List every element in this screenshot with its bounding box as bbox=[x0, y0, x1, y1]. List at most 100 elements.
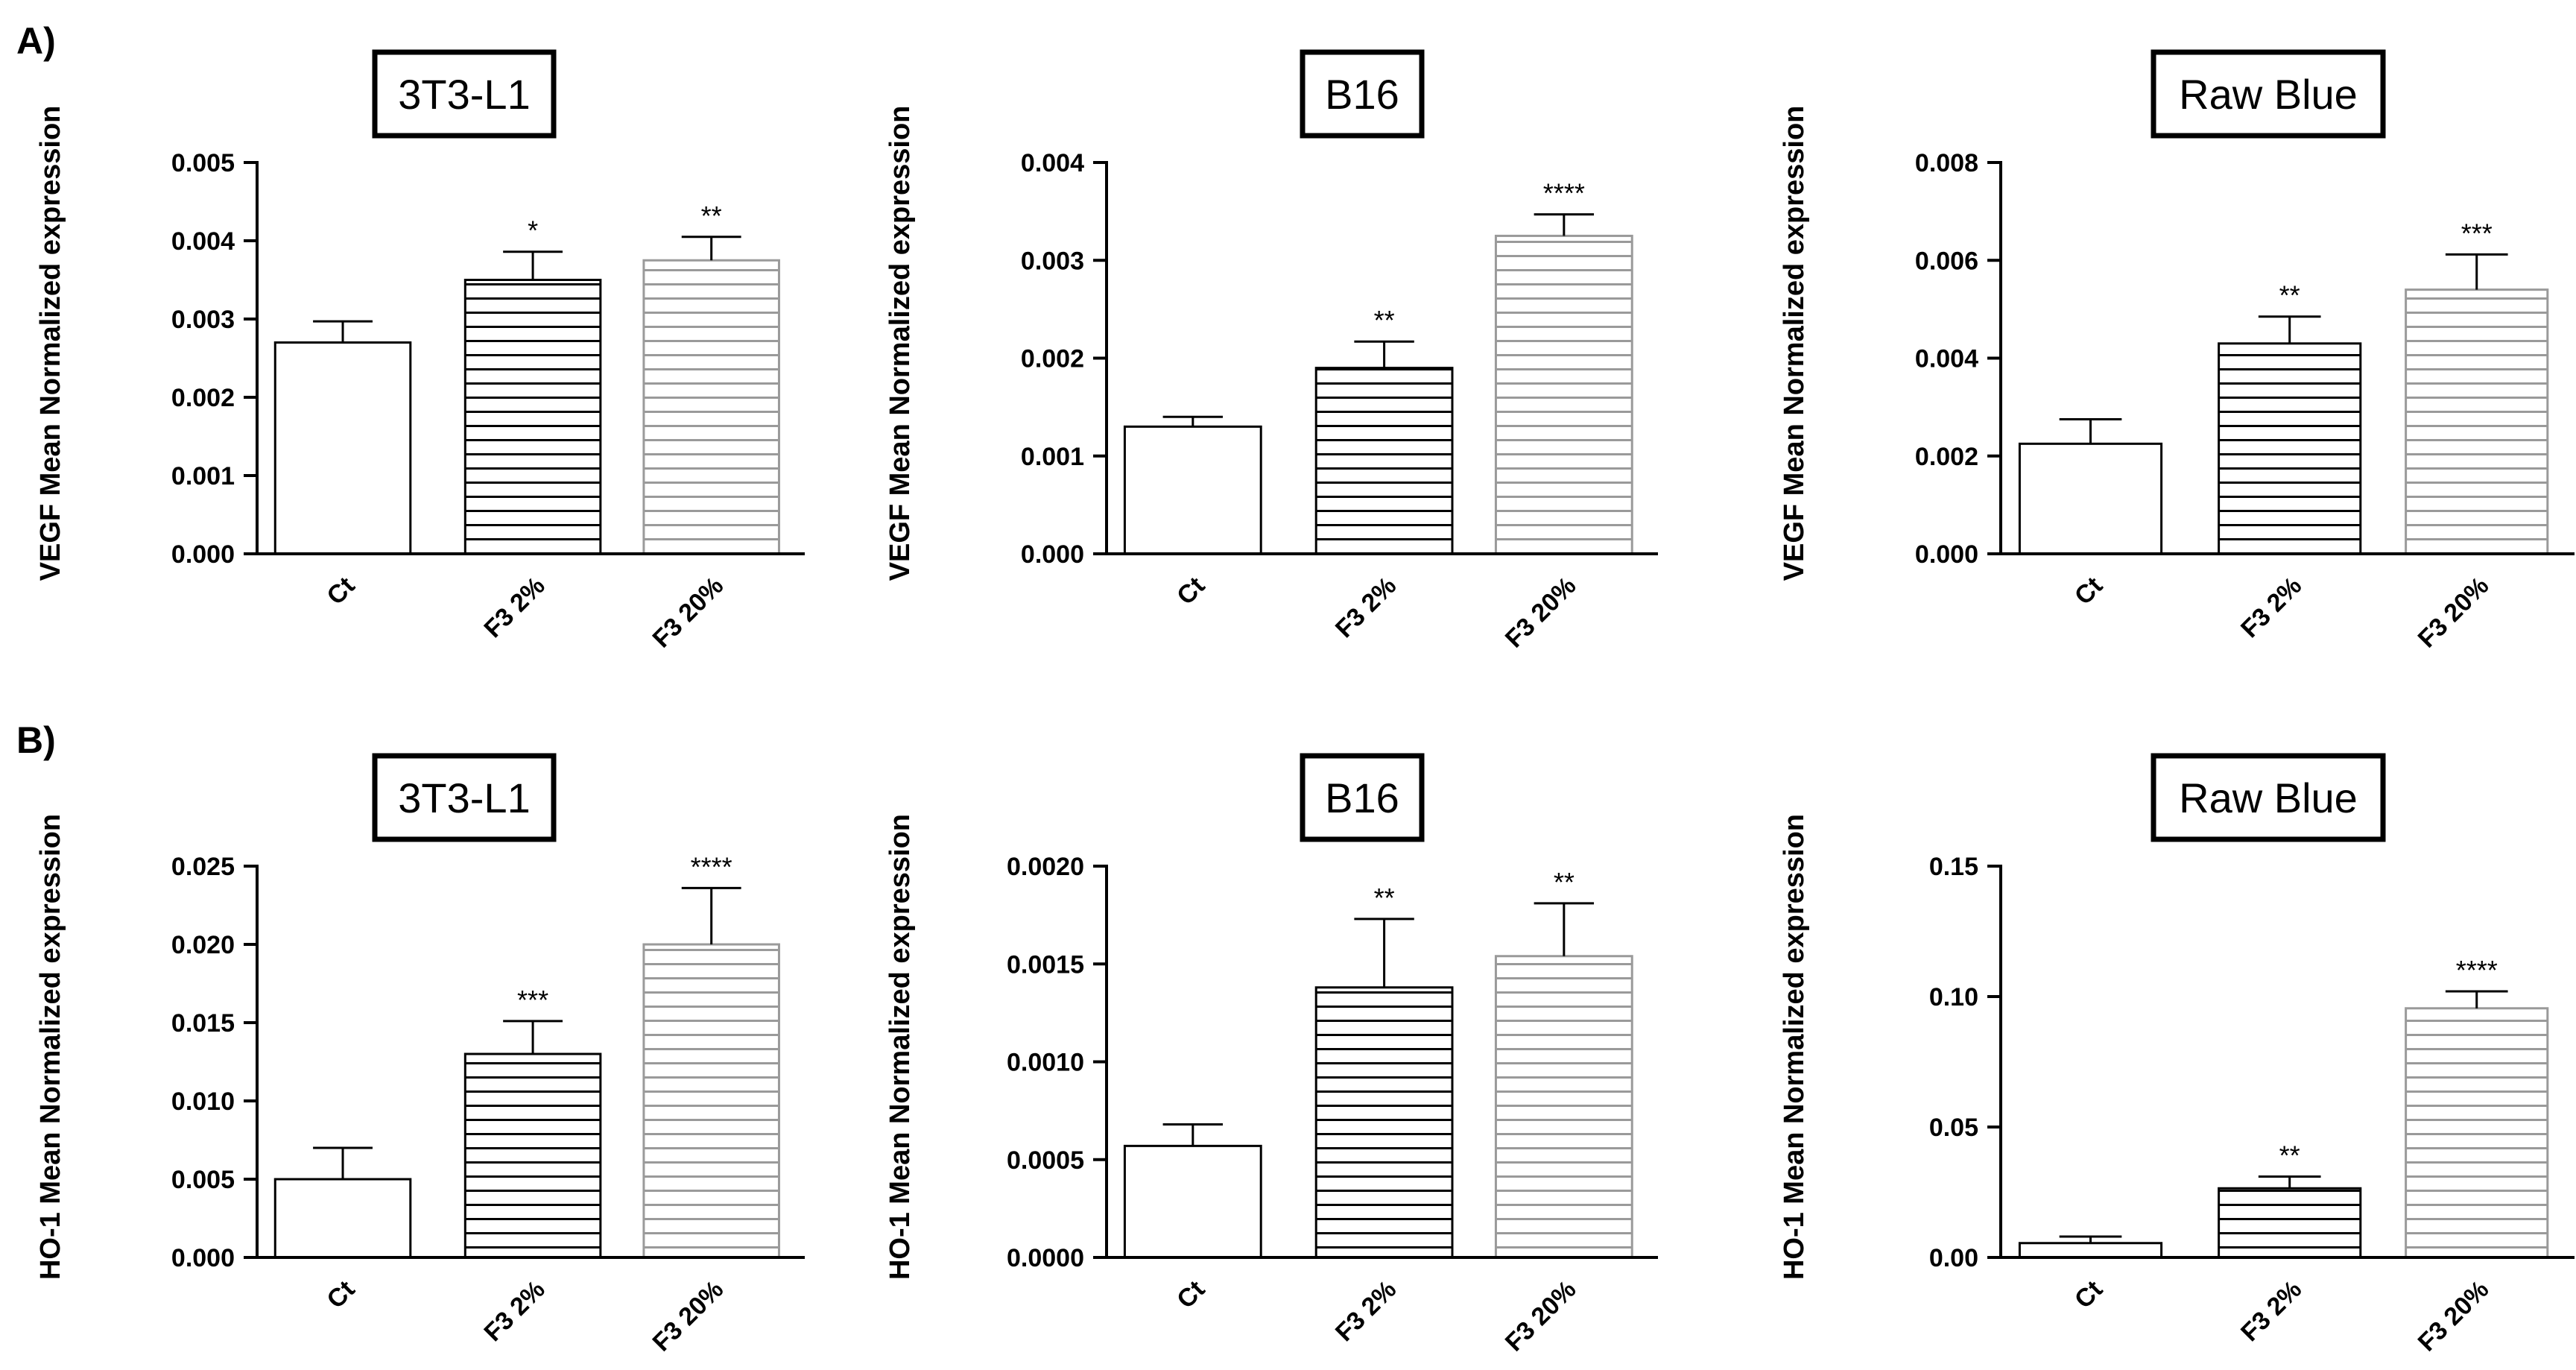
significance-f3-20: **** bbox=[2456, 955, 2498, 985]
charts-container: 3T3-L1 VEGF Mean Normalized expression Ct *… bbox=[35, 49, 2575, 1357]
y-tick-label: 0.005 bbox=[171, 1166, 235, 1194]
bar-ct bbox=[273, 341, 412, 555]
bar-f3-2 bbox=[1314, 986, 1454, 1259]
x-tick-label-ct: Ct bbox=[321, 1275, 360, 1314]
bar-ct bbox=[2018, 1242, 2163, 1259]
y-tick-label: 0.0005 bbox=[1007, 1146, 1084, 1175]
chart-title-box bbox=[372, 49, 557, 139]
panel-label-a: A) bbox=[16, 20, 56, 62]
y-tick-label: 0.003 bbox=[171, 306, 235, 334]
significance-f3-2: * bbox=[528, 215, 538, 246]
y-axis-label: HO-1 Mean Normalized expression bbox=[884, 814, 916, 1280]
y-axis-label: HO-1 Mean Normalized expression bbox=[35, 814, 66, 1280]
significance-f3-2: ** bbox=[1374, 883, 1395, 913]
y-tick-label: 0.004 bbox=[171, 227, 235, 256]
x-tick-label-f3-2: F3 2% bbox=[478, 1275, 550, 1347]
x-tick-label-f3-20: F3 20% bbox=[2413, 1275, 2495, 1357]
bar-f3-20 bbox=[2405, 1007, 2549, 1259]
chart-ho1-3t3-l1: 3T3-L1 HO-1 Mean Normalized expression Ct *… bbox=[35, 753, 805, 1357]
y-tick-label: 0.005 bbox=[171, 149, 235, 177]
chart-ho1-b16: B16 HO-1 Mean Normalized expression Ct ** F3… bbox=[884, 753, 1658, 1357]
panel-label-b: B) bbox=[16, 719, 56, 761]
y-tick-label: 0.000 bbox=[1915, 540, 1978, 569]
bar-f3-2 bbox=[1314, 367, 1454, 555]
significance-f3-20: ** bbox=[1554, 867, 1575, 897]
y-tick-label: 0.00 bbox=[1929, 1244, 1978, 1272]
x-tick-label-f3-2: F3 2% bbox=[1330, 572, 1402, 643]
significance-f3-2: *** bbox=[517, 985, 548, 1015]
chart-title-box bbox=[2151, 753, 2386, 842]
significance-f3-20: *** bbox=[2461, 218, 2493, 248]
x-tick-label-f3-20: F3 20% bbox=[1500, 572, 1582, 654]
y-tick-label: 0.000 bbox=[171, 1244, 235, 1272]
y-tick-label: 0.15 bbox=[1929, 853, 1978, 881]
x-tick-label-f3-20: F3 20% bbox=[648, 572, 730, 654]
y-tick-label: 0.0015 bbox=[1007, 950, 1084, 979]
chart-title-box bbox=[2151, 49, 2386, 139]
y-tick-label: 0.000 bbox=[171, 540, 235, 569]
y-tick-label: 0.0010 bbox=[1007, 1049, 1084, 1077]
significance-f3-2: ** bbox=[2279, 1140, 2300, 1171]
x-tick-label-ct: Ct bbox=[1171, 1275, 1210, 1314]
bar-f3-20 bbox=[1494, 955, 1633, 1259]
x-tick-label-f3-2: F3 2% bbox=[478, 572, 550, 643]
x-tick-label-ct: Ct bbox=[2069, 1275, 2108, 1314]
y-tick-label: 0.004 bbox=[1021, 149, 1084, 177]
significance-f3-20: **** bbox=[691, 851, 732, 882]
x-tick-label-ct: Ct bbox=[1171, 572, 1210, 610]
y-tick-label: 0.10 bbox=[1929, 983, 1978, 1011]
significance-f3-20: ** bbox=[701, 201, 722, 231]
y-tick-label: 0.0000 bbox=[1007, 1244, 1084, 1272]
significance-f3-20: **** bbox=[1543, 178, 1585, 209]
y-tick-label: 0.002 bbox=[171, 384, 235, 412]
y-tick-label: 0.002 bbox=[1915, 443, 1978, 471]
bar-ct bbox=[2018, 442, 2163, 555]
bar-f3-2 bbox=[2218, 1187, 2362, 1259]
x-tick-label-f3-2: F3 2% bbox=[2235, 572, 2307, 643]
chart-title: 3T3-L1 bbox=[398, 71, 530, 118]
chart-title: Raw Blue bbox=[2179, 71, 2358, 118]
x-tick-label-f3-20: F3 20% bbox=[2413, 572, 2495, 654]
x-tick-label-f3-20: F3 20% bbox=[1500, 1275, 1582, 1357]
y-tick-label: 0.015 bbox=[171, 1009, 235, 1038]
x-tick-label-ct: Ct bbox=[2069, 572, 2108, 610]
y-tick-label: 0.0020 bbox=[1007, 853, 1084, 881]
chart-title-box bbox=[1300, 49, 1425, 139]
chart-title: 3T3-L1 bbox=[398, 774, 530, 821]
chart-ho1-raw-blue: Raw Blue HO-1 Mean Normalized expression C… bbox=[1779, 753, 2575, 1357]
y-tick-label: 0.001 bbox=[171, 462, 235, 490]
chart-title: B16 bbox=[1325, 774, 1399, 821]
x-tick-label-f3-20: F3 20% bbox=[648, 1275, 730, 1357]
y-tick-label: 0.000 bbox=[1021, 540, 1084, 569]
y-tick-label: 0.001 bbox=[1021, 443, 1084, 471]
chart-title: B16 bbox=[1325, 71, 1399, 118]
chart-vegf-b16: B16 VEGF Mean Normalized expression Ct ** F3… bbox=[884, 49, 1658, 654]
y-tick-label: 0.025 bbox=[171, 853, 235, 881]
x-tick-label-f3-2: F3 2% bbox=[2235, 1275, 2307, 1347]
bar-f3-20 bbox=[2405, 288, 2549, 555]
y-axis-label: VEGF Mean Normalized expression bbox=[35, 106, 66, 581]
chart-vegf-raw-blue: Raw Blue VEGF Mean Normalized expression C… bbox=[1779, 49, 2575, 654]
chart-vegf-3t3-l1: 3T3-L1 VEGF Mean Normalized expression Ct *… bbox=[35, 49, 805, 654]
bar-f3-20 bbox=[1494, 234, 1633, 555]
bar-f3-20 bbox=[642, 943, 780, 1259]
significance-f3-2: ** bbox=[2279, 280, 2300, 311]
y-tick-label: 0.020 bbox=[171, 931, 235, 959]
bar-f3-2 bbox=[463, 279, 602, 555]
bar-ct bbox=[1123, 425, 1262, 555]
y-tick-label: 0.008 bbox=[1915, 149, 1978, 177]
significance-f3-2: ** bbox=[1374, 305, 1395, 335]
bar-f3-2 bbox=[463, 1052, 602, 1259]
chart-title-box bbox=[372, 753, 557, 842]
bar-ct bbox=[1123, 1144, 1262, 1259]
x-tick-label-ct: Ct bbox=[321, 572, 360, 610]
y-tick-label: 0.003 bbox=[1021, 247, 1084, 275]
bar-f3-2 bbox=[2218, 342, 2362, 555]
y-axis-label: HO-1 Mean Normalized expression bbox=[1779, 814, 1810, 1280]
bar-ct bbox=[273, 1178, 412, 1259]
y-tick-label: 0.05 bbox=[1929, 1114, 1978, 1142]
chart-title-box bbox=[1300, 753, 1425, 842]
chart-title: Raw Blue bbox=[2179, 774, 2358, 821]
y-tick-label: 0.004 bbox=[1915, 345, 1978, 373]
